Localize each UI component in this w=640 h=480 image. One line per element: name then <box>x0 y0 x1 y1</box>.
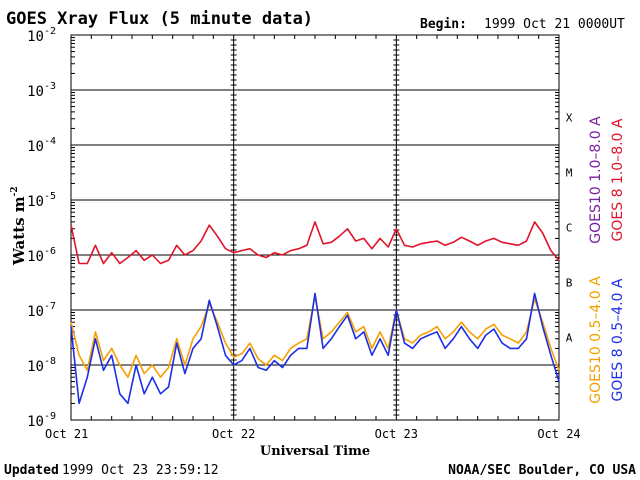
y-tick-label: 10-4 <box>27 136 56 155</box>
y-tick-exponent: -8 <box>44 356 56 367</box>
y-tick-exponent: -7 <box>44 301 56 312</box>
legend: GOES10 1.0–8.0 A GOES 8 1.0–8.0 A GOES10 0… <box>588 116 626 404</box>
y-tick-base: 10 <box>27 414 44 430</box>
x-tick-label: Oct 24 <box>537 427 580 441</box>
y-tick-exponent: -4 <box>44 136 56 147</box>
chart-title: GOES Xray Flux (5 minute data) <box>6 9 313 29</box>
y-tick-label: 10-3 <box>27 81 56 100</box>
y-tick-label: 10-5 <box>27 191 56 210</box>
x-axis-ticks: Oct 21 Oct 22 Oct 23 Oct 24 <box>45 35 581 441</box>
y-tick-exponent: -3 <box>44 81 56 92</box>
x-tick-label: Oct 23 <box>375 427 418 441</box>
y-tick-label: 10-2 <box>27 26 56 45</box>
grid-lines <box>71 34 559 420</box>
begin-value: 1999 Oct 21 0000UT <box>484 17 625 32</box>
y-tick-base: 10 <box>27 139 44 155</box>
legend-entry: GOES 8 0.5–4.0 A <box>610 278 626 401</box>
flare-class-label: B <box>566 277 573 290</box>
y-tick-base: 10 <box>27 249 44 265</box>
x-tick-label: Oct 21 <box>45 427 88 441</box>
flare-class-label: C <box>566 222 573 235</box>
y-tick-exponent: -2 <box>44 26 56 37</box>
legend-entry: GOES 8 1.0–8.0 A <box>610 118 626 241</box>
y-tick-base: 10 <box>27 84 44 100</box>
credit: NOAA/SEC Boulder, CO USA <box>448 463 636 478</box>
series-line <box>70 292 560 405</box>
y-tick-label: 10-9 <box>27 411 56 430</box>
y-tick-label: 10-6 <box>27 246 56 265</box>
legend-entry: GOES10 0.5–4.0 A <box>588 276 604 404</box>
y-axis-label: Watts m-2 <box>10 186 28 266</box>
updated-label: Updated <box>4 463 59 478</box>
updated-value: 1999 Oct 23 23:59:12 <box>62 463 219 478</box>
series-lines <box>70 221 560 405</box>
flare-class-labels: X M C B A <box>566 112 573 345</box>
y-axis-label-sup: -2 <box>10 186 20 196</box>
flare-class-label: M <box>566 167 573 180</box>
y-tick-label: 10-7 <box>27 301 56 320</box>
y-tick-base: 10 <box>27 304 44 320</box>
y-tick-exponent: -9 <box>44 411 56 422</box>
flare-class-label: X <box>566 112 573 125</box>
series-line <box>70 221 560 265</box>
y-axis-label-main: Watts m <box>10 196 28 266</box>
y-tick-base: 10 <box>27 359 44 375</box>
y-tick-base: 10 <box>27 29 44 45</box>
y-axis-ticks: 10-210-310-410-510-610-710-810-9 <box>27 26 559 430</box>
y-tick-exponent: -6 <box>44 246 56 257</box>
begin-label: Begin: <box>420 17 467 32</box>
flare-class-label: A <box>566 332 573 345</box>
legend-entry: GOES10 1.0–8.0 A <box>588 116 604 244</box>
y-tick-exponent: -5 <box>44 191 56 202</box>
x-axis-label: Universal Time <box>260 444 370 459</box>
x-tick-label: Oct 22 <box>212 427 255 441</box>
y-tick-base: 10 <box>27 194 44 210</box>
plot-frame <box>70 34 560 421</box>
y-tick-label: 10-8 <box>27 356 56 375</box>
